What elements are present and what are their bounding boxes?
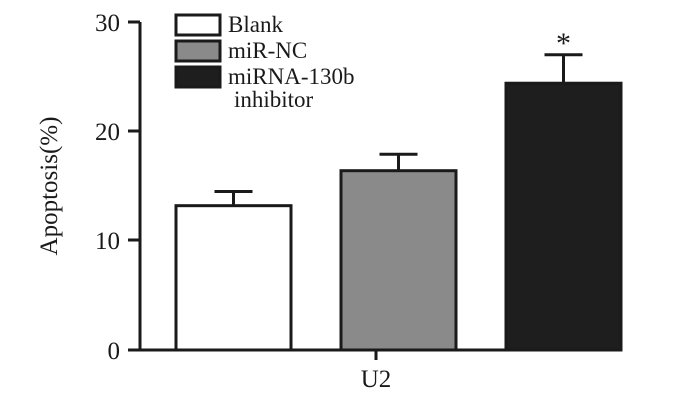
bar-mir-nc [339, 169, 458, 352]
significance-mark-inhibitor: * [556, 27, 571, 60]
legend-label-inhibitor-line1: miRNA-130b [228, 64, 355, 89]
legend-label-blank: Blank [228, 12, 283, 37]
y-tick-label: 0 [108, 338, 121, 365]
bar-blank [174, 204, 293, 352]
x-axis: U2 [140, 348, 610, 393]
y-axis-label: Apoptosis(%) [36, 117, 63, 256]
y-axis: 0 10 20 30 Apoptosis(%) [36, 10, 142, 365]
y-tick-label: 30 [95, 10, 120, 37]
legend-swatch-blank [174, 13, 222, 37]
legend-swatch-mir-nc [174, 39, 222, 63]
bar-inhibitor [504, 81, 623, 352]
bars-group: * [174, 27, 623, 352]
legend-swatch-inhibitor [174, 65, 222, 89]
x-category-label: U2 [361, 366, 392, 393]
legend-label-inhibitor-line2: inhibitor [234, 87, 314, 112]
y-tick-label: 10 [95, 228, 120, 255]
legend-label-mir-nc: miR-NC [228, 38, 307, 63]
legend: Blank miR-NC miRNA-130b inhibitor [174, 12, 355, 112]
y-tick-label: 20 [95, 119, 120, 146]
